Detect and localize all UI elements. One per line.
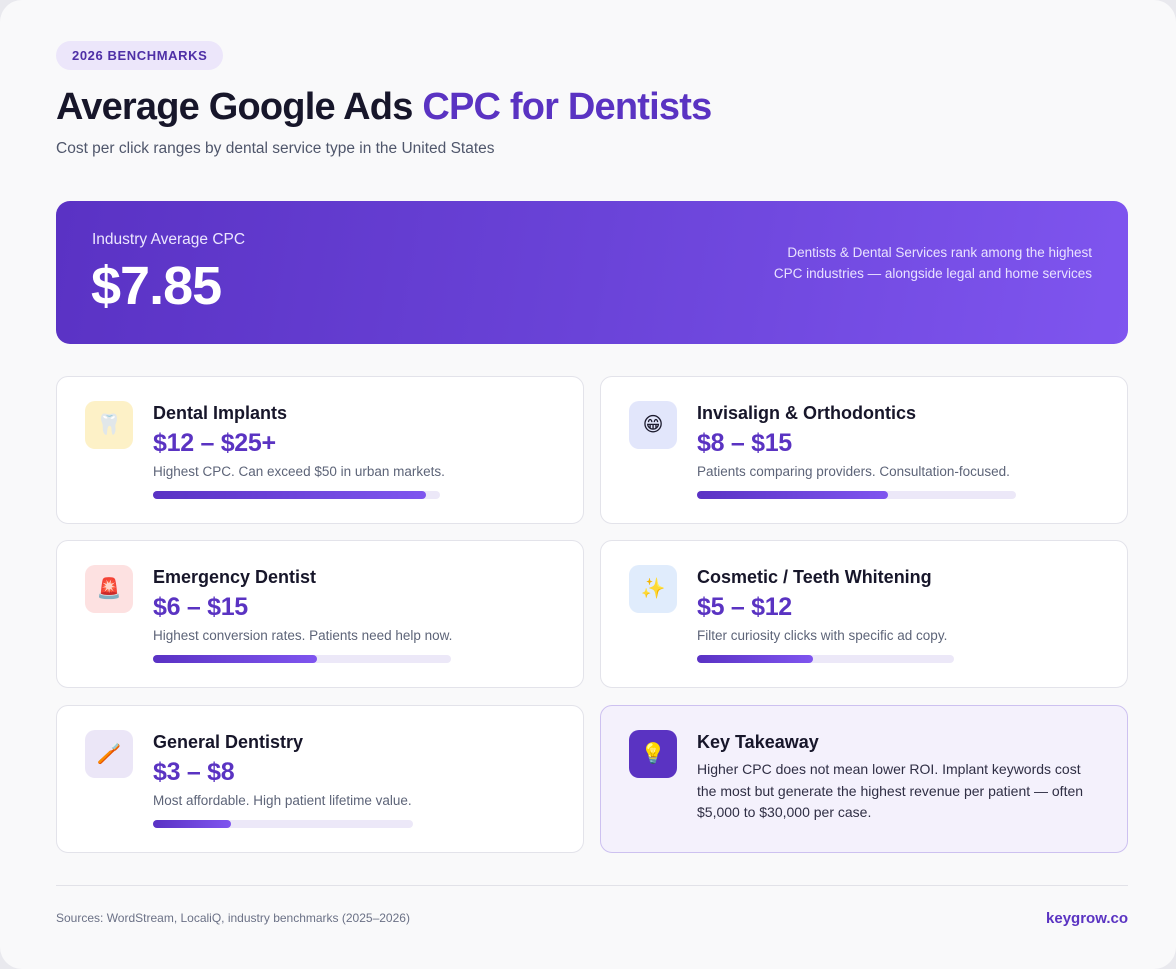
service-card-invisalign: 😁 Invisalign & Orthodontics $8 – $15 Pat… <box>600 376 1128 524</box>
takeaway-text: Higher CPC does not mean lower ROI. Impl… <box>697 761 1084 820</box>
grinning-face-icon: 😁 <box>629 401 677 449</box>
sparkles-icon: ✨ <box>629 565 677 613</box>
service-card-dental-implants: 🦷 Dental Implants $12 – $25+ Highest CPC… <box>56 376 584 524</box>
industry-average-value: $7.85 <box>91 256 222 316</box>
cpc-bar-track <box>153 655 451 663</box>
card-title: General Dentistry <box>153 732 304 752</box>
siren-icon: 🚨 <box>85 565 133 613</box>
lightbulb-icon: 💡 <box>629 730 677 778</box>
cpc-bar-track <box>697 491 1016 499</box>
cpc-bar-track <box>153 820 413 828</box>
card-cpc-range: $3 – $8 <box>153 758 235 786</box>
benchmark-badge: 2026 BENCHMARKS <box>56 41 224 70</box>
card-title: Emergency Dentist <box>153 567 317 587</box>
footer-divider <box>56 885 1128 886</box>
card-cpc-range: $6 – $15 <box>153 593 248 621</box>
industry-average-banner: Industry Average CPC $7.85 Dentists & De… <box>56 201 1128 344</box>
title-main: Average Google Ads <box>56 86 423 128</box>
cpc-bar-fill <box>153 820 231 828</box>
page-title: Average Google Ads CPC for Dentists <box>56 86 712 129</box>
title-accent: CPC for Dentists <box>422 86 712 128</box>
industry-average-label: Industry Average CPC <box>92 231 246 248</box>
toothbrush-icon: 🪥 <box>85 730 133 778</box>
card-description: Patients comparing providers. Consultati… <box>697 464 1010 479</box>
card-cpc-range: $12 – $25+ <box>153 429 276 457</box>
cpc-bar-fill <box>697 491 889 499</box>
key-takeaway-card: 💡 Key Takeaway Higher CPC does not mean … <box>600 705 1128 853</box>
cpc-bar-fill <box>153 491 426 499</box>
page-subtitle: Cost per click ranges by dental service … <box>56 140 495 157</box>
card-description: Highest conversion rates. Patients need … <box>153 628 453 643</box>
tooth-icon: 🦷 <box>85 401 133 449</box>
brand-link[interactable]: keygrow.co <box>1046 910 1128 927</box>
service-card-cosmetic-whitening: ✨ Cosmetic / Teeth Whitening $5 – $12 Fi… <box>600 540 1128 688</box>
card-cpc-range: $8 – $15 <box>697 429 792 457</box>
card-title: Dental Implants <box>153 403 288 423</box>
industry-average-note: Dentists & Dental Services rank among th… <box>773 245 1092 281</box>
cpc-bar-track <box>697 655 954 663</box>
card-description: Highest CPC. Can exceed $50 in urban mar… <box>153 464 445 479</box>
takeaway-title: Key Takeaway <box>697 732 819 752</box>
card-title: Cosmetic / Teeth Whitening <box>697 567 932 587</box>
card-title: Invisalign & Orthodontics <box>697 403 917 423</box>
service-card-general-dentistry: 🪥 General Dentistry $3 – $8 Most afforda… <box>56 705 584 853</box>
cpc-bar-fill <box>697 655 813 663</box>
sources-note: Sources: WordStream, LocaliQ, industry b… <box>56 911 410 925</box>
service-card-emergency-dentist: 🚨 Emergency Dentist $6 – $15 Highest con… <box>56 540 584 688</box>
card-cpc-range: $5 – $12 <box>697 593 792 621</box>
cpc-bar-fill <box>153 655 317 663</box>
cpc-bar-track <box>153 491 440 499</box>
card-description: Filter curiosity clicks with specific ad… <box>697 628 948 643</box>
card-description: Most affordable. High patient lifetime v… <box>153 793 412 808</box>
